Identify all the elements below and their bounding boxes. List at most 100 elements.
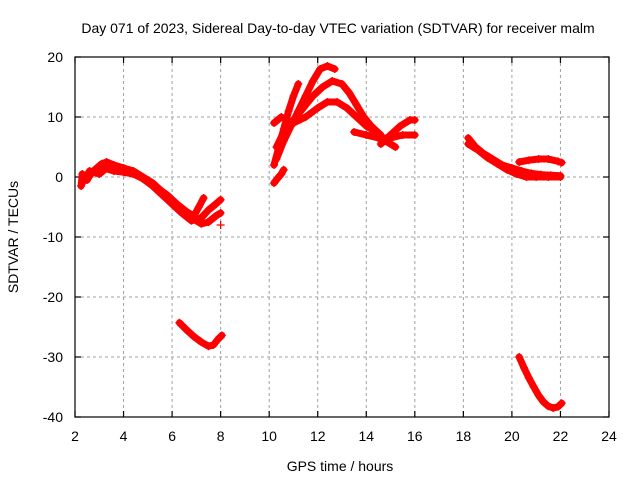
data-point	[272, 143, 281, 151]
data-point	[544, 402, 553, 411]
series-arc-c4	[270, 98, 380, 136]
data-point	[189, 332, 198, 341]
series-arc-b	[175, 318, 226, 351]
data-point	[175, 318, 184, 327]
data-point	[216, 209, 225, 217]
data-point	[515, 353, 524, 361]
data-point	[299, 104, 308, 112]
data-point	[204, 206, 213, 214]
data-point	[352, 101, 361, 109]
x-tick-label: 16	[407, 428, 423, 444]
data-point	[557, 158, 566, 167]
y-tick-label: -20	[43, 289, 63, 305]
data-point	[216, 221, 225, 229]
x-tick-label: 12	[310, 428, 326, 444]
data-point	[284, 107, 293, 115]
data-point	[279, 128, 288, 136]
series-arc-c7	[376, 116, 419, 148]
series-trace	[270, 166, 288, 187]
data-point	[328, 77, 337, 85]
data-point	[362, 119, 371, 127]
data-point	[211, 212, 220, 220]
data-point	[279, 165, 288, 174]
data-point	[473, 146, 482, 154]
data-point	[211, 200, 220, 208]
data-point	[323, 62, 332, 70]
data-point	[197, 338, 206, 346]
data-point	[391, 143, 400, 151]
series-arc-a3	[100, 164, 225, 225]
data-point	[330, 65, 339, 73]
data-point	[333, 98, 342, 106]
data-point	[138, 174, 147, 183]
data-point	[493, 159, 502, 168]
series-trace	[175, 319, 226, 350]
series-trace	[464, 140, 564, 181]
chart-title: Day 071 of 2023, Sidereal Day-to-day VTE…	[81, 20, 594, 36]
data-point	[554, 157, 563, 166]
data-point	[289, 92, 298, 100]
data-point	[350, 128, 359, 136]
data-point	[313, 104, 322, 112]
data-point	[204, 218, 213, 226]
data-point	[273, 174, 282, 183]
data-point	[316, 65, 325, 73]
series-arc-a-outlier	[216, 221, 225, 229]
data-point	[398, 131, 407, 139]
data-point	[352, 113, 361, 121]
data-point	[534, 391, 543, 400]
x-tick-label: 6	[168, 428, 176, 444]
data-point	[78, 179, 87, 187]
data-point	[532, 173, 541, 181]
data-point	[362, 131, 371, 139]
x-tick-label: 14	[358, 428, 374, 444]
series-arc-c0	[270, 165, 288, 187]
data-point	[524, 156, 533, 165]
data-point	[95, 170, 104, 178]
data-point	[209, 341, 218, 349]
plot-border	[74, 56, 610, 418]
x-tick-label: 2	[71, 428, 79, 444]
y-tick-label: -30	[43, 349, 63, 365]
data-point	[410, 131, 419, 139]
data-point	[323, 98, 332, 106]
y-tick-label: -40	[43, 409, 63, 425]
data-point	[522, 173, 531, 181]
x-tick-label: 4	[120, 428, 128, 444]
series-trace	[362, 119, 399, 151]
data-point	[544, 173, 553, 181]
x-axis-label: GPS time / hours	[287, 458, 394, 474]
data-point	[544, 155, 553, 163]
y-tick-label: 0	[55, 169, 63, 185]
x-tick-label: 10	[261, 428, 277, 444]
data-point	[549, 404, 558, 412]
data-point	[277, 113, 286, 121]
data-point	[301, 92, 310, 100]
data-point	[308, 77, 317, 85]
data-point	[512, 170, 521, 178]
data-point	[109, 167, 118, 175]
data-point	[129, 170, 138, 178]
data-point	[270, 161, 279, 169]
data-point	[308, 92, 317, 100]
data-point	[342, 104, 351, 112]
series-arc-e	[515, 353, 566, 412]
data-point	[168, 200, 177, 208]
data-point	[534, 155, 543, 163]
data-point	[515, 158, 524, 166]
data-point	[483, 153, 492, 162]
data-point	[270, 119, 279, 127]
data-point	[158, 191, 167, 199]
y-axis-label: SDTVAR / TECUs	[5, 181, 21, 293]
series-arc-a2	[78, 162, 208, 220]
data-point	[529, 383, 538, 391]
data-point	[386, 131, 395, 139]
data-point	[464, 140, 473, 148]
y-tick-label: -10	[43, 229, 63, 245]
series-arc-d2	[464, 140, 565, 181]
data-point	[204, 342, 213, 351]
data-point	[194, 203, 203, 211]
data-point	[199, 194, 208, 202]
series-arc-c2	[272, 62, 339, 163]
